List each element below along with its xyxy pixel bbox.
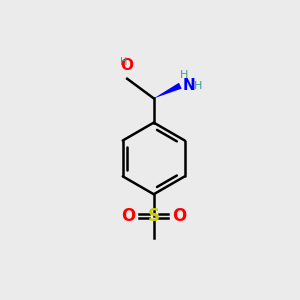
Text: H: H [120,57,127,67]
Text: O: O [121,58,134,73]
Polygon shape [154,83,182,98]
Text: S: S [148,207,160,225]
Text: O: O [122,207,136,225]
Text: H: H [194,81,202,91]
Text: O: O [172,207,186,225]
Text: H: H [180,70,188,80]
Text: N: N [183,78,196,93]
